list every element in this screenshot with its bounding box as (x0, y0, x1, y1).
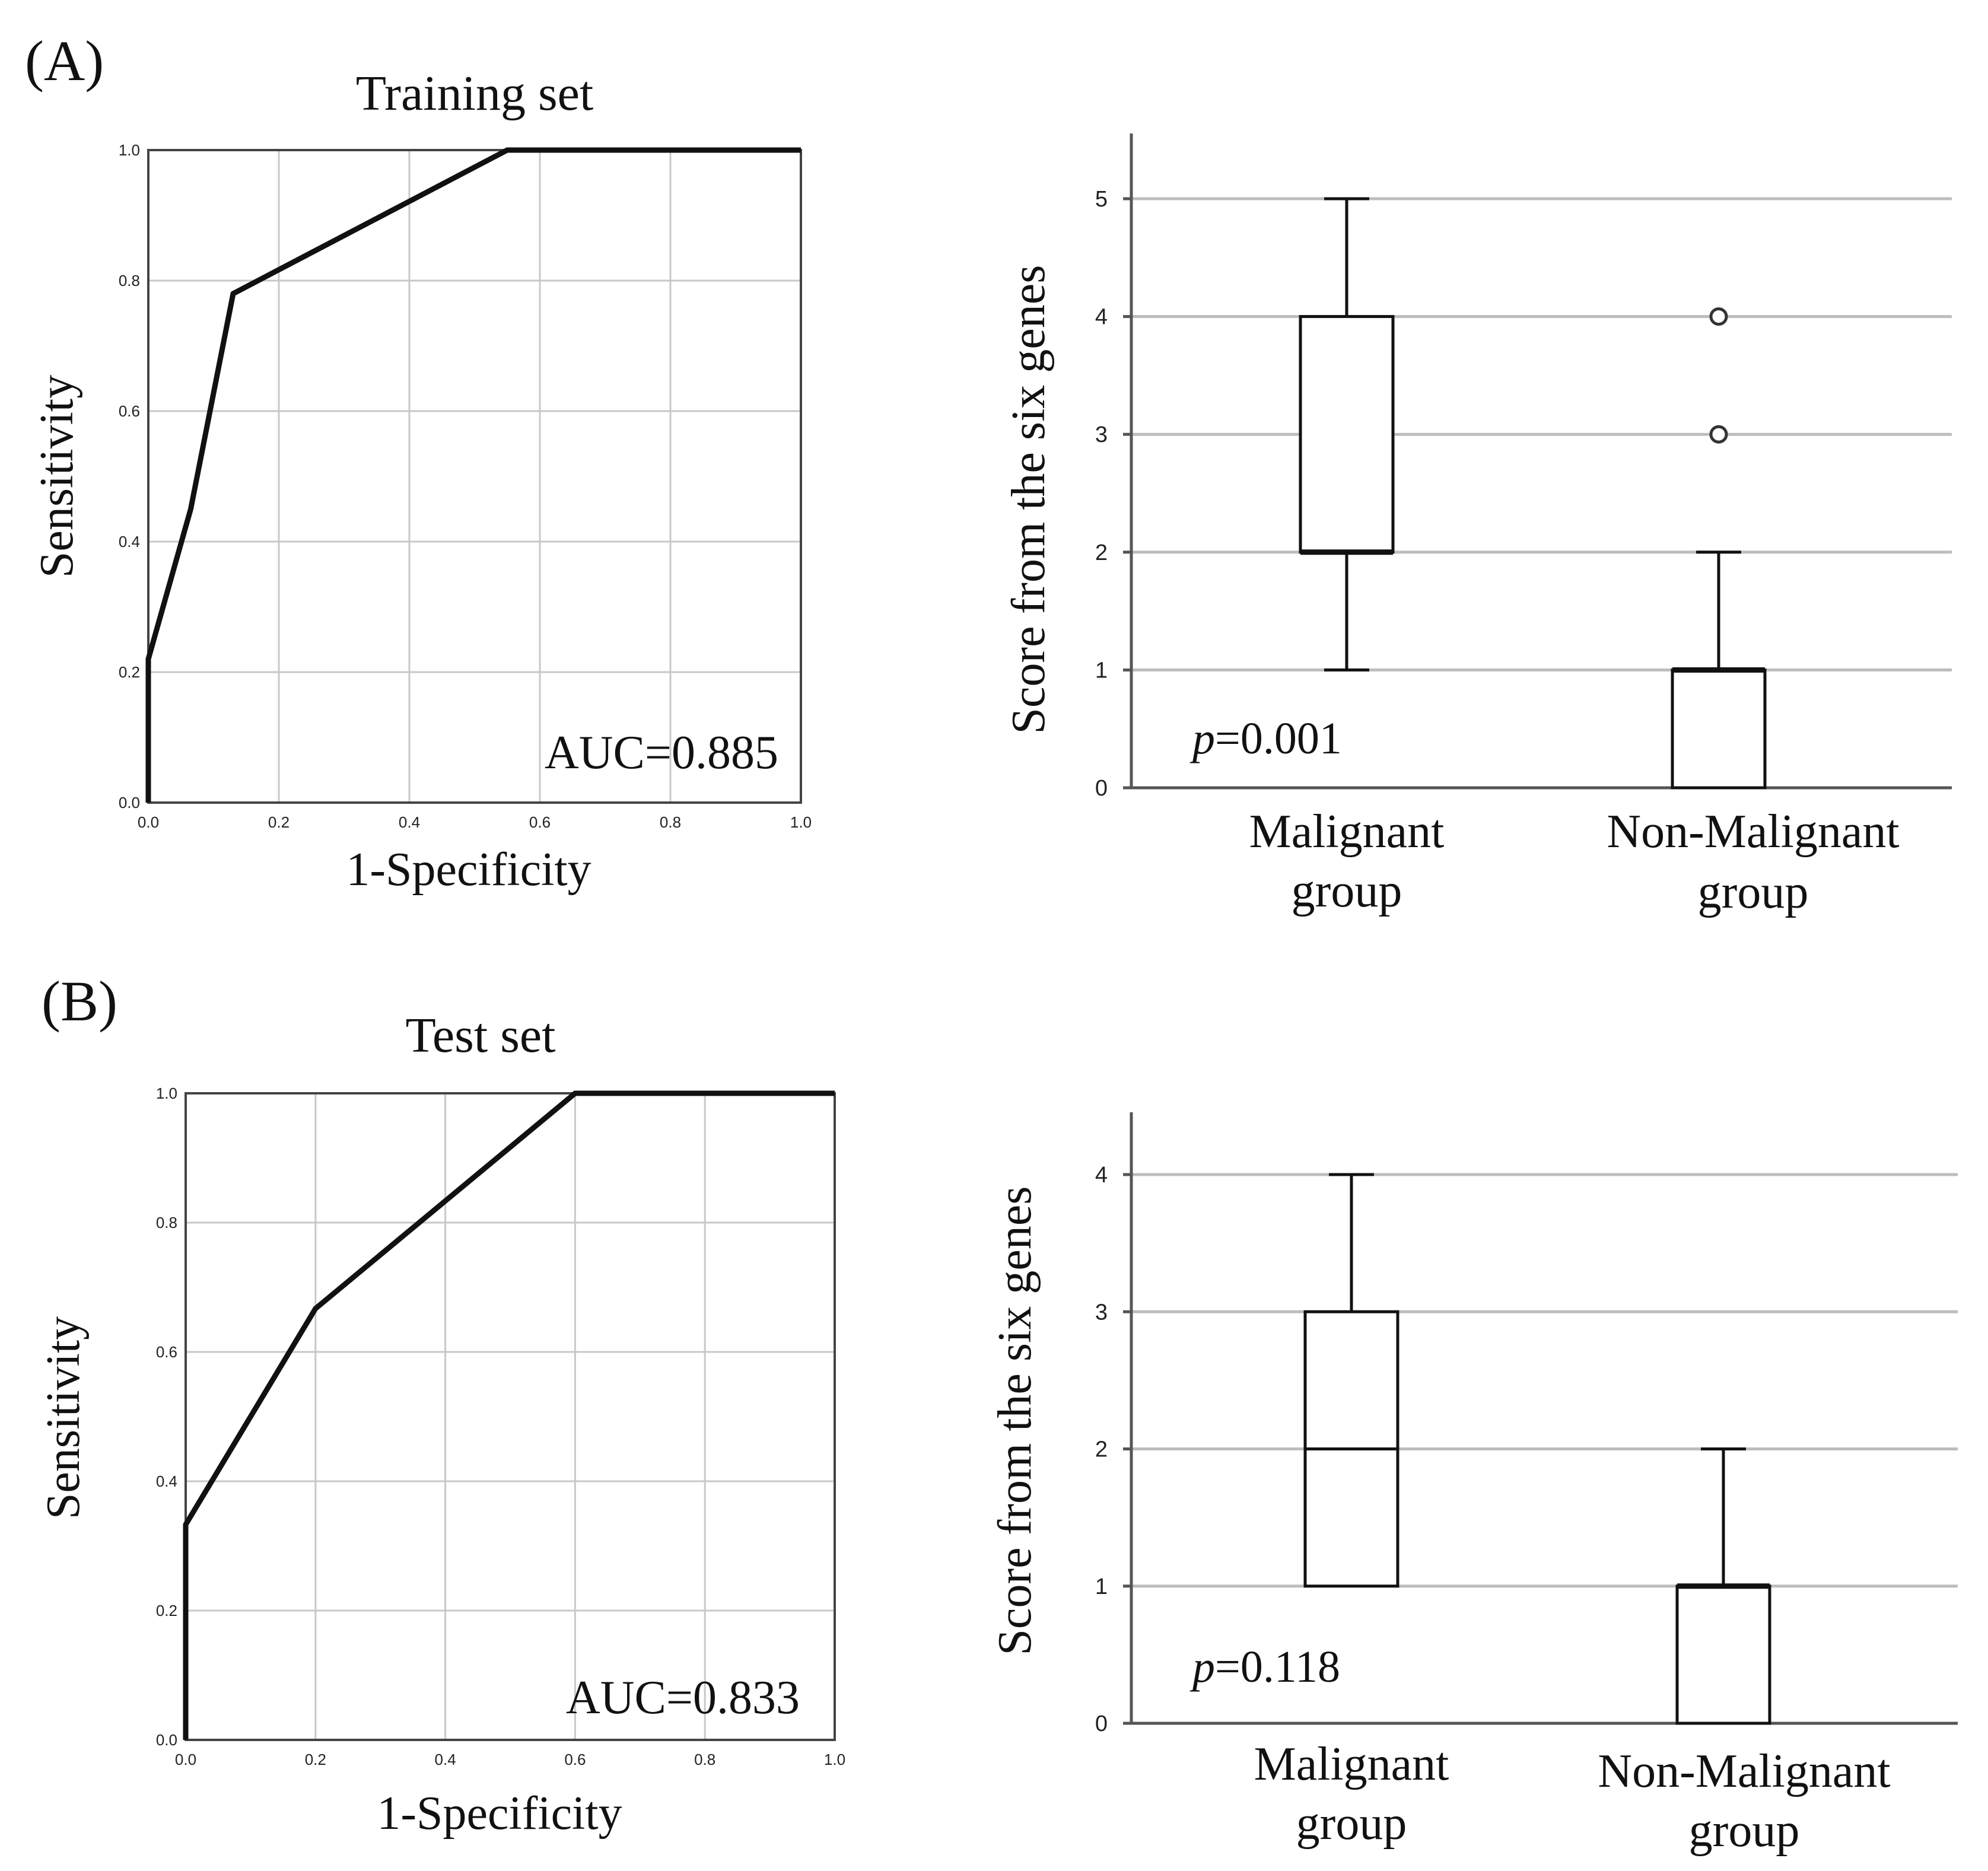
p-value-number: =0.118 (1215, 1642, 1340, 1692)
iqr-box (1675, 1584, 1771, 1725)
roc-grid-test (186, 1093, 835, 1740)
category-malignant-training: Malignant (1249, 806, 1445, 858)
outlier-point (1709, 425, 1728, 444)
panel-label-b: (B) (42, 969, 117, 1033)
auc-label-test: AUC=0.833 (566, 1672, 800, 1724)
roc-chart-test: Test set 0.0 0.0 0.2 0.2 0.4 0.4 0.6 0.6 0.8 0.8 1… (37, 1008, 845, 1840)
roc-xtick-label: 0.6 (529, 813, 551, 831)
auc-label-training: AUC=0.885 (545, 727, 778, 779)
p-value-training: p=0.001 (1189, 714, 1342, 763)
box-grid-test (1131, 1173, 1958, 1588)
box-group-nonmalignant (1675, 1447, 1771, 1725)
box-ytick-label: 4 (1095, 305, 1108, 330)
box-ylabel-test: Score from the six genes (989, 1186, 1041, 1656)
box-group-malignant (1303, 1173, 1399, 1588)
box-ytick-label: 4 (1095, 1163, 1108, 1188)
roc-ytick-label: 0.0 (156, 1731, 177, 1749)
roc-curve-test (183, 1090, 835, 1740)
roc-ticks-training: 0.00.0 0.2 0.2 0.4 0.4 0.6 0.6 0.8 0.8 1.0 1.0 (119, 141, 812, 831)
box-chart-test: 0 1 2 3 4 p=0.118 Score from the six genes M… (989, 1112, 1958, 1857)
category-malignant-group-test: group (1296, 1797, 1407, 1850)
category-malignant-test: Malignant (1254, 1738, 1449, 1790)
box-ytick-label: 2 (1095, 1437, 1108, 1462)
p-value-number: =0.001 (1215, 714, 1342, 763)
box-group-nonmalignant (1671, 307, 1767, 790)
roc-xtick-label: 0.8 (694, 1751, 715, 1768)
roc-xtick-label: 0.4 (399, 813, 420, 831)
panel-label-a: (A) (25, 29, 104, 93)
category-nonmalignant-test: Non-Malignant (1598, 1745, 1890, 1797)
roc-title-training: Training set (356, 66, 594, 121)
roc-curve-training (145, 147, 801, 803)
box-ytick-label: 1 (1095, 1574, 1108, 1599)
box-ticks-training: 0 1 2 3 4 5 (1095, 187, 1131, 801)
roc-xlabel-training: 1-Specificity (346, 844, 591, 896)
outlier-point (1709, 307, 1728, 326)
roc-ytick-label: 1.0 (156, 1084, 177, 1102)
roc-xtick-label: 1.0 (824, 1751, 845, 1768)
roc-ytick-label: 0.4 (119, 533, 140, 551)
roc-ytick-label: 0.8 (156, 1214, 177, 1232)
box-plots-training (1299, 197, 1767, 790)
roc-frame-training (147, 149, 802, 804)
roc-xtick-label: 0.8 (660, 813, 681, 831)
box-ytick-label: 0 (1095, 776, 1108, 801)
roc-xtick-label: 0.4 (435, 1751, 456, 1768)
roc-ylabel-training: Sensitivity (31, 375, 83, 578)
box-ytick-label: 3 (1095, 1300, 1108, 1325)
box-ylabel-training: Score from the six genes (1003, 265, 1055, 734)
iqr-box (1299, 315, 1395, 554)
box-ytick-label: 0 (1095, 1711, 1108, 1736)
roc-ytick-label: 0.8 (119, 272, 140, 289)
box-ticks-test: 0 1 2 3 4 (1095, 1163, 1131, 1736)
category-nonmalignant-training: Non-Malignant (1607, 806, 1899, 858)
roc-xtick-label: 1.0 (790, 813, 812, 831)
roc-chart-training: Training set 0.00.0 0.2 0.2 0.4 0.4 0.6 0.6 0.8… (31, 66, 812, 896)
roc-frame-test (185, 1092, 836, 1741)
roc-xtick-label: 0.0 (175, 1751, 196, 1768)
roc-xlabel-test: 1-Specificity (377, 1787, 622, 1840)
roc-ytick-label: 0.6 (119, 402, 140, 420)
box-ytick-label: 2 (1095, 540, 1108, 565)
roc-ylabel-test: Sensitivity (37, 1316, 90, 1519)
box-plots-test (1303, 1173, 1771, 1725)
roc-ytick-label: 0.6 (156, 1343, 177, 1361)
p-value-test: p=0.118 (1189, 1642, 1340, 1692)
p-symbol: p (1189, 714, 1215, 763)
roc-ytick-label: 0.4 (156, 1472, 177, 1490)
box-ytick-label: 3 (1095, 422, 1108, 447)
roc-grid-training (148, 150, 801, 803)
box-ytick-label: 1 (1095, 658, 1108, 683)
roc-ticks-test: 0.0 0.0 0.2 0.2 0.4 0.4 0.6 0.6 0.8 0.8 1.0 1.0 (156, 1084, 845, 1768)
roc-xtick-label: 0.2 (268, 813, 290, 831)
roc-ytick-label: 1.0 (119, 141, 140, 159)
roc-xtick-label: 0.2 (305, 1751, 326, 1768)
category-malignant-group-training: group (1292, 865, 1402, 917)
roc-title-test: Test set (405, 1008, 555, 1063)
category-nonmalignant-group-training: group (1698, 866, 1809, 918)
box-grid-training (1131, 197, 1952, 672)
box-group-malignant (1299, 197, 1395, 672)
roc-ytick-label: 0.2 (119, 663, 140, 681)
roc-xtick-label: 0.0 (138, 813, 159, 831)
p-symbol: p (1189, 1642, 1215, 1692)
roc-xtick-label: 0.6 (564, 1751, 586, 1768)
box-ytick-label: 5 (1095, 187, 1108, 212)
roc-ytick-label: 0.2 (156, 1602, 177, 1619)
roc-ytick-label: 0.0 (119, 794, 140, 812)
category-nonmalignant-group-test: group (1689, 1805, 1800, 1857)
iqr-box (1671, 668, 1767, 790)
